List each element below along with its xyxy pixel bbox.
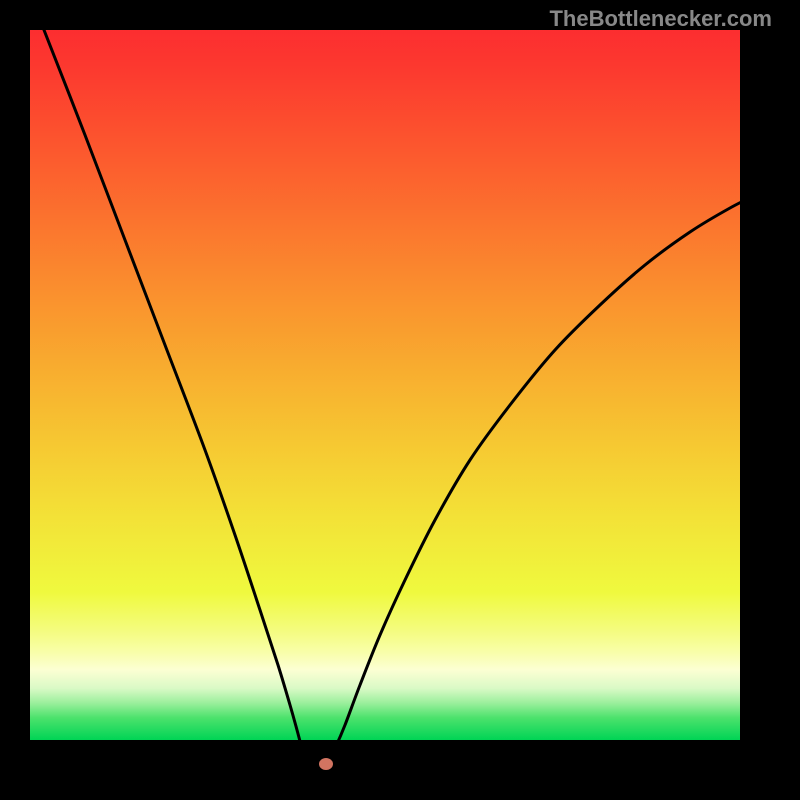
plot-area (30, 30, 770, 770)
watermark-text: TheBottlenecker.com (549, 6, 772, 32)
curve-layer (30, 30, 770, 770)
chart-container: TheBottlenecker.com (0, 0, 800, 800)
minimum-marker (319, 758, 333, 770)
bottleneck-curve (44, 30, 770, 761)
